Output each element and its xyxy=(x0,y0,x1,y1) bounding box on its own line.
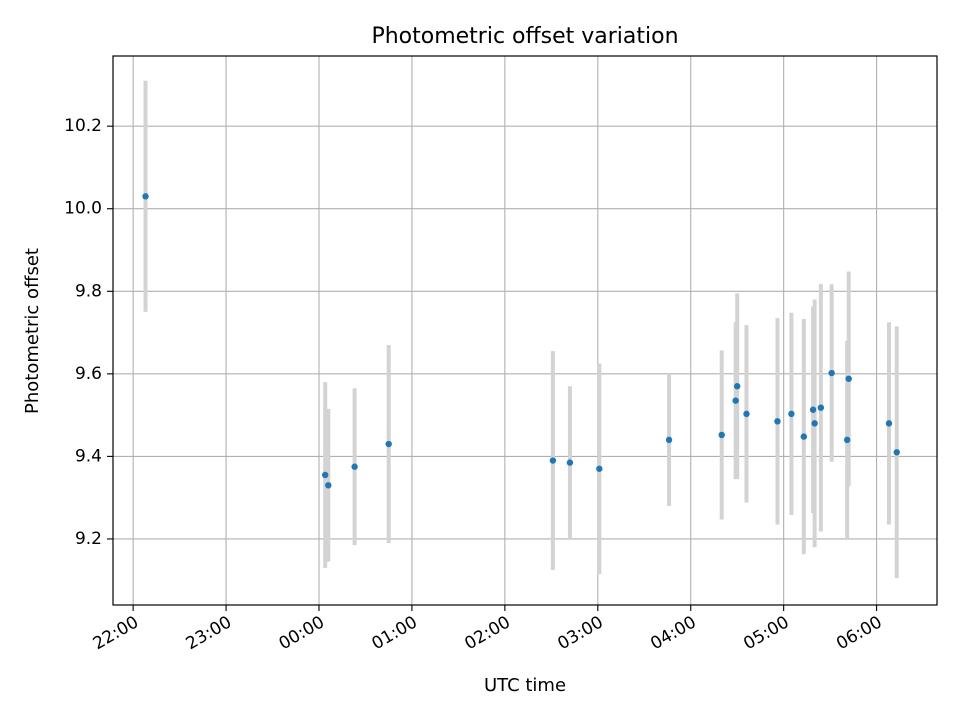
y-tick-label: 10.2 xyxy=(64,116,102,136)
data-point xyxy=(743,410,750,418)
y-tick-label: 9.4 xyxy=(75,446,102,466)
plot-area-frame xyxy=(112,55,938,606)
y-axis-label: Photometric offset xyxy=(22,248,43,414)
data-point xyxy=(718,431,725,439)
data-point xyxy=(843,436,851,444)
data-point xyxy=(809,406,817,413)
data-point xyxy=(733,383,741,390)
data-point xyxy=(885,420,893,427)
data-point xyxy=(732,397,739,404)
data-point xyxy=(385,440,392,448)
data-point xyxy=(893,449,900,456)
data-point xyxy=(596,465,603,472)
data-point xyxy=(351,463,358,470)
data-point xyxy=(142,193,149,200)
data-points xyxy=(142,193,900,489)
y-tick-label: 9.2 xyxy=(75,529,102,549)
data-point xyxy=(845,375,852,382)
data-point xyxy=(800,433,807,440)
y-axis-ticks: 9.2 9.4 9.6 9.8 10.0 10.2 xyxy=(64,116,113,549)
x-axis-label: UTC time xyxy=(484,675,566,696)
data-point xyxy=(321,471,329,479)
data-point xyxy=(549,457,557,464)
y-tick-label: 10.0 xyxy=(64,199,102,219)
chart-title: Photometric offset variation xyxy=(371,24,678,49)
grid xyxy=(113,56,937,605)
data-point xyxy=(774,418,781,425)
data-point xyxy=(828,369,835,377)
data-point xyxy=(566,459,574,466)
data-point xyxy=(788,410,795,418)
y-tick-label: 9.6 xyxy=(75,364,102,384)
data-point xyxy=(325,482,332,489)
data-point xyxy=(665,436,673,444)
y-tick-label: 9.8 xyxy=(75,281,102,301)
data-point xyxy=(811,420,818,427)
data-point xyxy=(817,404,825,411)
